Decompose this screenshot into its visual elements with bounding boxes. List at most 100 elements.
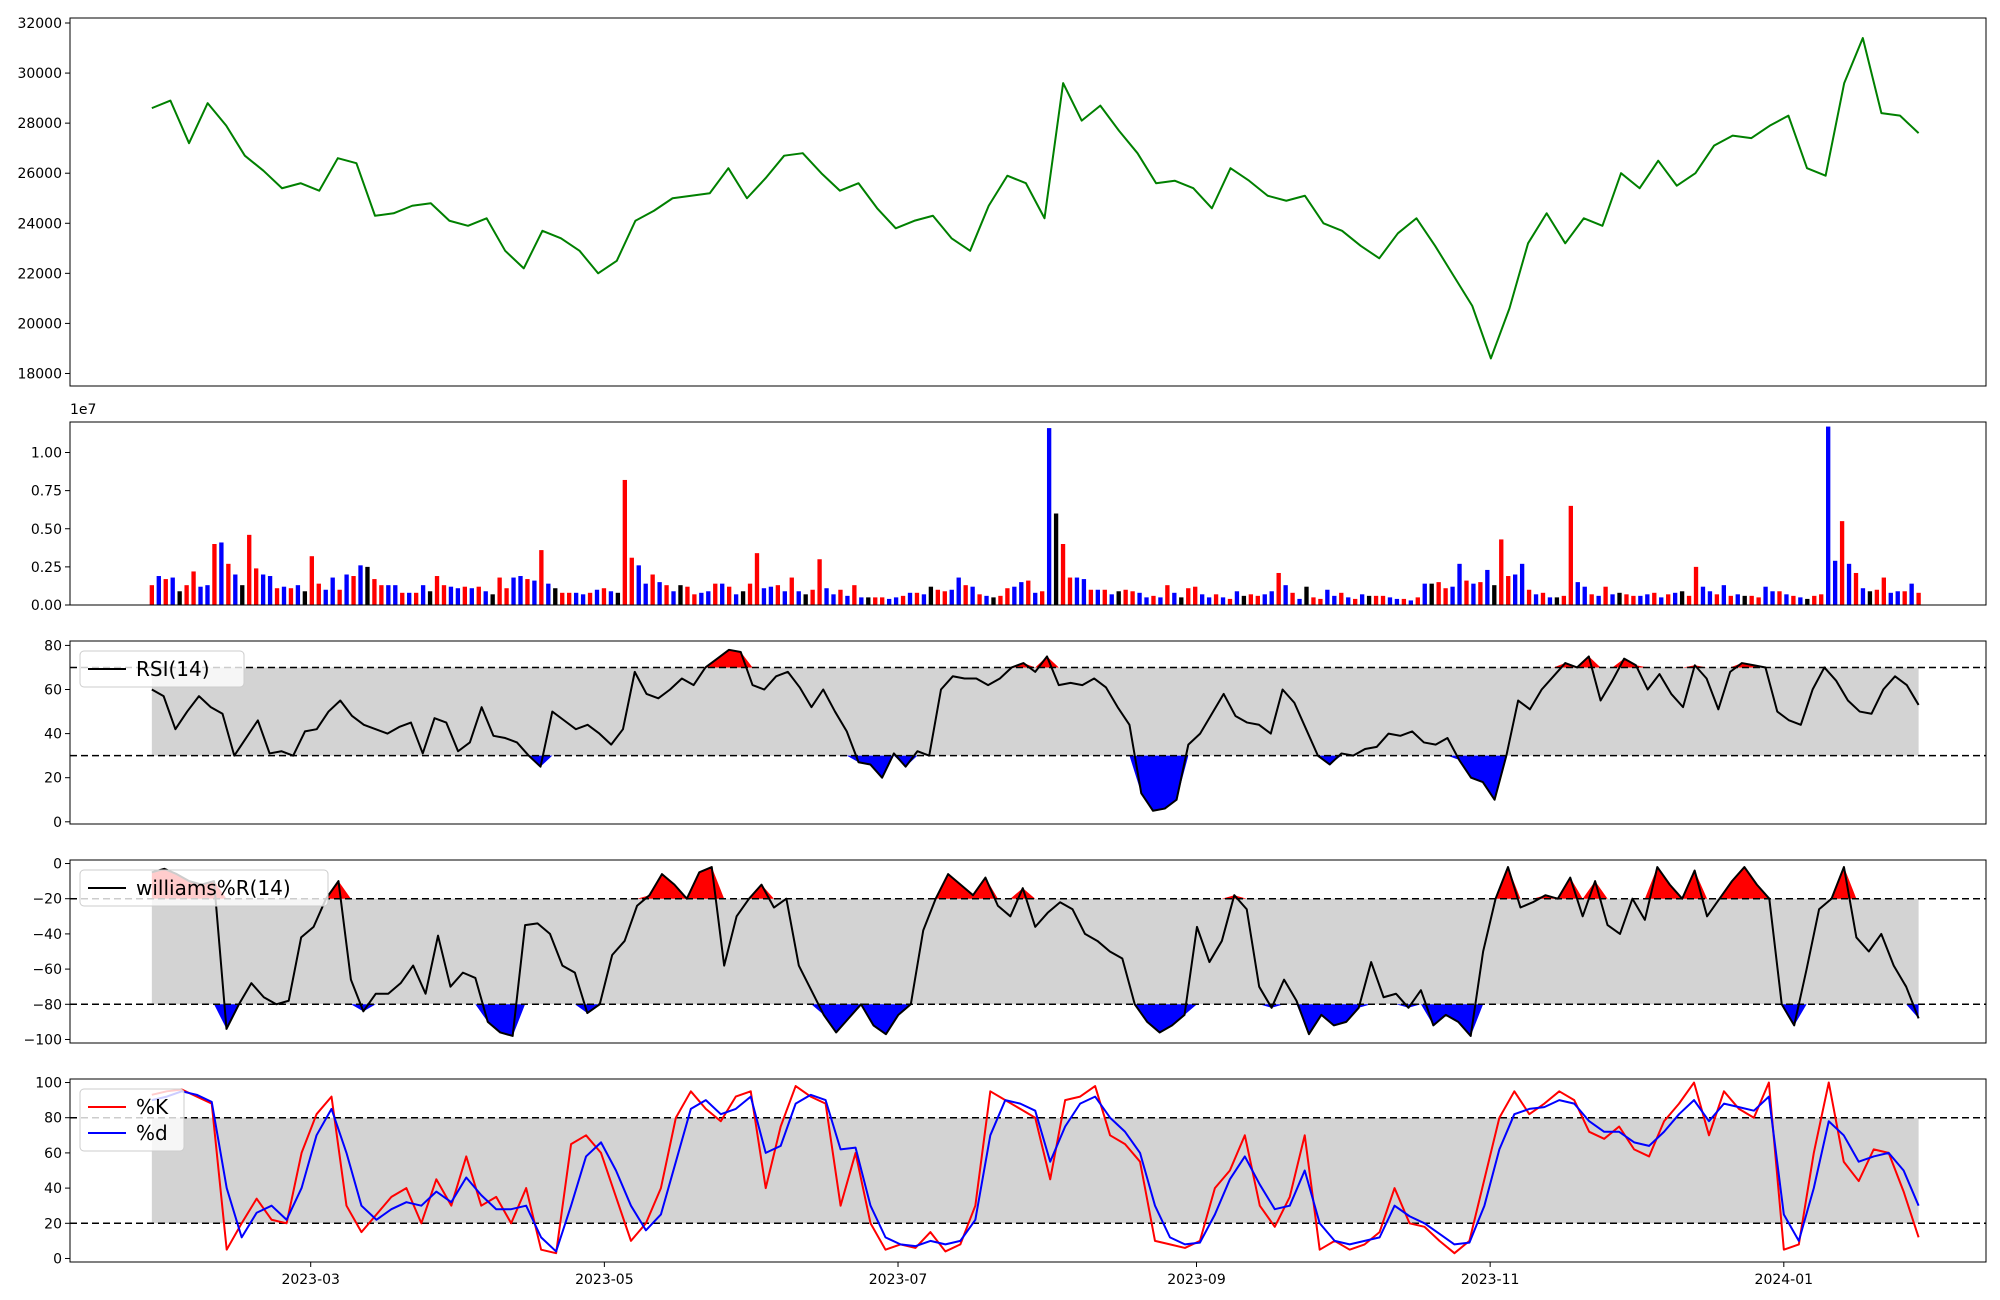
volume-bar <box>1492 585 1497 605</box>
volume-bar <box>636 565 641 605</box>
volume-bar <box>650 574 655 605</box>
volume-bar <box>358 565 363 605</box>
volume-bar <box>351 576 356 605</box>
williams-r-line <box>151 866 1920 1037</box>
volume-bar <box>1102 589 1107 605</box>
y-tick-label: 1.00 <box>31 446 62 462</box>
volume-bar <box>740 591 746 605</box>
volume-bar <box>1366 595 1372 605</box>
volume-bar <box>1269 591 1274 605</box>
volume-bar <box>455 588 461 605</box>
volume-bar <box>1791 595 1796 605</box>
y-tick-label: 80 <box>44 638 62 654</box>
volume-bar <box>260 574 266 605</box>
volume-bar <box>1033 592 1038 605</box>
volume-bar <box>267 576 273 605</box>
volume-bar <box>553 588 558 605</box>
volume-bar <box>316 583 321 605</box>
volume-bar <box>838 589 843 605</box>
volume-bar <box>448 586 454 605</box>
y-tick-label: 24000 <box>17 216 62 232</box>
y-tick-label: 40 <box>44 727 62 743</box>
y-tick-label: 0.25 <box>31 560 62 576</box>
y-tick-label: −40 <box>32 927 62 943</box>
volume-bar <box>560 592 565 605</box>
volume-bar <box>1116 591 1121 605</box>
volume-bar <box>1443 588 1448 605</box>
volume-bar <box>1436 582 1441 605</box>
rsi-line <box>151 648 1920 812</box>
volume-bar <box>1596 595 1601 605</box>
y-tick-label: 100 <box>35 1076 62 1092</box>
volume-bar <box>601 588 607 605</box>
volume-bar <box>1088 589 1094 605</box>
volume-bar <box>643 583 648 605</box>
volume-bar <box>1721 585 1727 605</box>
volume-bar <box>1067 577 1073 605</box>
legend-label: RSI(14) <box>136 657 210 681</box>
oversold-fill <box>151 755 1919 811</box>
volume-bar <box>1046 428 1052 605</box>
volume-bar <box>532 580 537 605</box>
volume-bar <box>796 591 801 605</box>
volume-bar <box>1227 598 1233 605</box>
volume-bar <box>1568 505 1573 605</box>
volume-bar <box>483 591 488 605</box>
volume-bar <box>629 557 634 605</box>
volume-bar <box>845 595 850 605</box>
y-tick-label: 60 <box>44 1146 62 1162</box>
volume-bar <box>1617 592 1622 605</box>
volume-bar <box>678 585 683 605</box>
y-tick-label: −60 <box>32 962 62 978</box>
volume-bar <box>1763 586 1768 605</box>
volume-bar <box>1074 577 1080 605</box>
y-tick-label: 20 <box>44 771 62 787</box>
volume-bar <box>615 592 621 605</box>
volume-bar <box>1526 589 1532 605</box>
volume-bar <box>873 597 878 605</box>
volume-bar <box>622 479 627 605</box>
volume-bar <box>1624 594 1629 605</box>
volume-bar <box>1686 595 1692 605</box>
date-axis: 2023-03 2023-05 2023-07 2023-09 2023-11 2024-… <box>281 1262 1813 1288</box>
volume-bar <box>1429 583 1434 605</box>
volume-bar <box>664 585 669 605</box>
volume-bar <box>1457 563 1462 605</box>
legend-box <box>79 1088 185 1152</box>
volume-bar <box>1026 580 1031 605</box>
volume-bar <box>1874 589 1880 605</box>
y-tick-label: 0.00 <box>31 598 62 614</box>
volume-bar <box>657 582 662 605</box>
volume-bar <box>1659 597 1664 605</box>
legend-label: williams%R(14) <box>136 876 291 900</box>
volume-bar <box>504 588 509 605</box>
volume-bar <box>1332 595 1337 605</box>
y-tick-label: 32000 <box>17 16 62 32</box>
volume-bar <box>1805 598 1810 605</box>
volume-bar <box>302 591 308 605</box>
plot-frame <box>69 421 1987 606</box>
volume-bar <box>1012 586 1017 605</box>
volume-bar <box>1213 594 1219 605</box>
volume-panel: 0.00 0.25 0.50 0.75 1.00 1e7 <box>31 402 1987 614</box>
volume-bar <box>949 589 954 605</box>
volume-bar <box>407 592 412 605</box>
volume-bar <box>427 591 433 605</box>
volume-bar <box>1401 598 1407 605</box>
volume-bar <box>497 577 502 605</box>
volume-bar <box>1770 591 1775 605</box>
volume-bar <box>156 576 161 605</box>
volume-bar <box>685 586 690 605</box>
x-tick-label: 2023-05 <box>575 1272 634 1288</box>
y-tick-label: 60 <box>44 683 62 699</box>
volume-bar <box>1735 594 1740 605</box>
volume-bar <box>1415 597 1420 605</box>
volume-bar <box>274 588 280 605</box>
volume-bar <box>1234 591 1240 605</box>
neutral-band <box>151 1117 1919 1224</box>
volume-bar <box>754 553 760 605</box>
volume-bar <box>1603 586 1608 605</box>
volume-bar <box>1276 572 1281 605</box>
volume-bar <box>963 585 968 605</box>
